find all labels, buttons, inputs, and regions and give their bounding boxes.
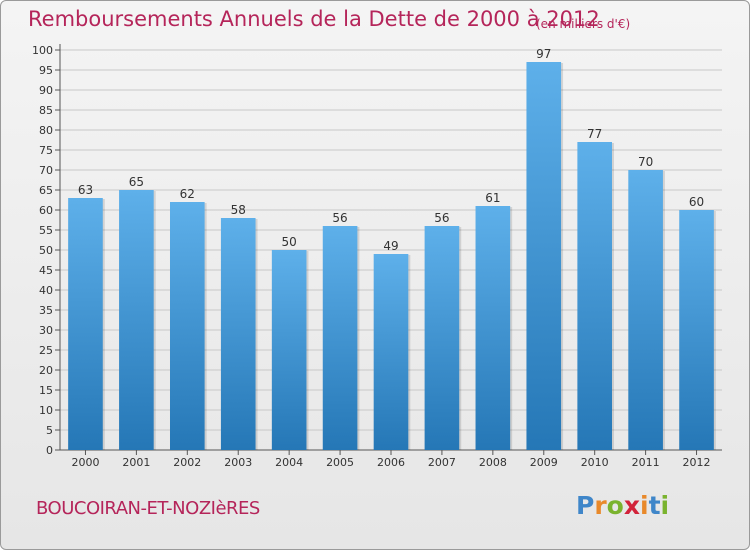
x-tick-label: 2007	[428, 456, 456, 469]
y-tick-label: 30	[39, 324, 53, 337]
y-tick-label: 15	[39, 384, 53, 397]
commune-name: BOUCOIRAN-ET-NOZIèRES	[36, 498, 260, 519]
y-tick-label: 95	[39, 64, 53, 77]
y-tick-label: 90	[39, 84, 53, 97]
x-tick-label: 2012	[683, 456, 711, 469]
bar-value-label: 58	[231, 203, 246, 217]
y-tick-label: 50	[39, 244, 53, 257]
bar-value-label: 56	[332, 211, 347, 225]
bar-value-label: 49	[383, 239, 398, 253]
bar-2012	[679, 210, 714, 450]
x-tick-label: 2000	[71, 456, 99, 469]
x-tick-label: 2005	[326, 456, 354, 469]
y-tick-label: 35	[39, 304, 53, 317]
y-tick-label: 85	[39, 104, 53, 117]
x-tick-label: 2006	[377, 456, 405, 469]
chart-unit: (en milliers d'€)	[536, 17, 631, 31]
bar-2008	[475, 206, 511, 450]
bars	[68, 62, 716, 450]
x-tick-label: 2001	[122, 456, 150, 469]
y-tick-label: 5	[46, 424, 53, 437]
y-tick-label: 75	[39, 144, 53, 157]
y-tick-label: 70	[39, 164, 53, 177]
bar-value-label: 62	[180, 187, 195, 201]
bar-2009	[526, 62, 562, 450]
bar-2010	[577, 142, 613, 450]
chart-title: Remboursements Annuels de la Dette de 20…	[28, 7, 600, 31]
y-tick-label: 45	[39, 264, 53, 277]
bar-value-label: 77	[587, 127, 602, 141]
bar-value-label: 63	[78, 183, 93, 197]
bar-2001	[119, 190, 154, 450]
y-tick-label: 55	[39, 224, 53, 237]
y-tick-label: 0	[46, 444, 53, 457]
y-tick-label: 20	[39, 364, 53, 377]
x-tick-label: 2010	[581, 456, 609, 469]
bar-value-label: 65	[129, 175, 144, 189]
bar-2000	[68, 198, 103, 450]
y-tick-label: 60	[39, 204, 53, 217]
x-tick-label: 2004	[275, 456, 303, 469]
bar-value-label: 70	[638, 155, 653, 169]
y-tick-label: 10	[39, 404, 53, 417]
bar-value-label: 50	[282, 235, 297, 249]
x-tick-label: 2008	[479, 456, 507, 469]
bar-2005	[322, 226, 358, 450]
y-tick-label: 100	[32, 44, 53, 57]
bar-2002	[169, 202, 205, 450]
y-tick-label: 80	[39, 124, 53, 137]
x-tick-label: 2009	[530, 456, 558, 469]
bar-value-label: 97	[536, 47, 551, 61]
y-tick-label: 40	[39, 284, 53, 297]
x-tick-label: 2002	[173, 456, 201, 469]
bar-2003	[220, 218, 256, 450]
x-tick-label: 2011	[632, 456, 660, 469]
bar-2007	[424, 226, 460, 450]
bar-value-label: 61	[485, 191, 500, 205]
bar-2006	[373, 254, 409, 450]
bar-value-label: 60	[689, 195, 704, 209]
y-tick-label: 25	[39, 344, 53, 357]
bar-value-label: 56	[434, 211, 449, 225]
y-tick-label: 65	[39, 184, 53, 197]
labels: 0 5 10 15 20 25 30 35 40 45 50 55 60 65 70 75 80 85 90 95 10…	[32, 44, 711, 469]
x-tick-label: 2003	[224, 456, 252, 469]
bar-2004	[271, 250, 307, 450]
proxiti-logo: Proxiti	[576, 491, 670, 520]
bar-2011	[628, 170, 663, 450]
